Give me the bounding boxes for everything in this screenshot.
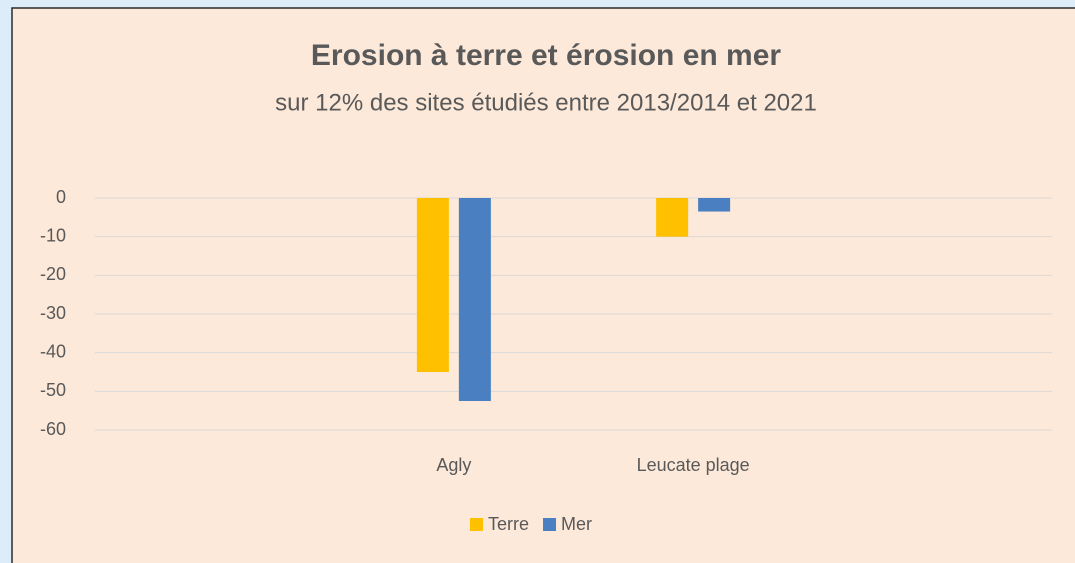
bar bbox=[416, 198, 449, 372]
y-tick-label: -20 bbox=[40, 264, 66, 284]
x-tick-label: Leucate plage bbox=[637, 455, 750, 475]
y-tick-label: -40 bbox=[40, 341, 66, 361]
chart-title: Erosion à terre et érosion en mer bbox=[311, 39, 781, 72]
bar bbox=[458, 198, 491, 401]
legend-label: Mer bbox=[561, 514, 592, 534]
legend-swatch bbox=[470, 518, 483, 531]
chart-area bbox=[11, 7, 1075, 563]
bar bbox=[656, 198, 689, 237]
chart-subtitle: sur 12% des sites étudiés entre 2013/201… bbox=[275, 89, 817, 116]
y-tick-label: 0 bbox=[56, 187, 66, 207]
x-tick-label: Agly bbox=[436, 455, 471, 475]
legend-label: Terre bbox=[488, 514, 529, 534]
legend-swatch bbox=[543, 518, 557, 531]
bar bbox=[698, 198, 731, 212]
y-tick-label: -30 bbox=[40, 303, 66, 323]
y-tick-label: -10 bbox=[40, 225, 66, 245]
y-tick-label: -50 bbox=[40, 380, 66, 400]
y-tick-label: -60 bbox=[40, 419, 66, 439]
